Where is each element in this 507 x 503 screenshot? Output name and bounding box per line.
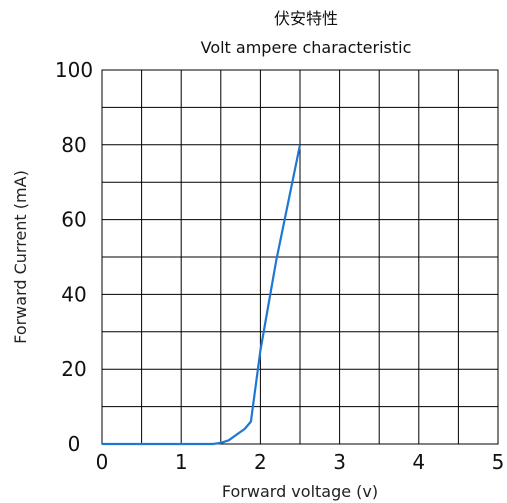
x-tick-label: 0	[96, 450, 109, 474]
x-tick-label: 5	[492, 450, 505, 474]
y-tick-label: 80	[61, 133, 86, 157]
chart-title: 伏安特性	[274, 9, 338, 28]
y-tick-label: 20	[61, 357, 86, 381]
x-axis-label: Forward voltage (v)	[222, 482, 378, 501]
x-tick-label: 3	[333, 450, 346, 474]
x-tick-label: 4	[412, 450, 425, 474]
y-tick-label: 40	[61, 282, 86, 306]
y-axis-ticks: 0 20 40 60 80 100	[55, 58, 93, 456]
plot-frame	[101, 69, 499, 445]
series-group	[102, 144, 302, 446]
x-tick-label: 2	[254, 450, 267, 474]
chart-subtitle: Volt ampere characteristic	[201, 38, 412, 57]
y-tick-label: 0	[68, 432, 81, 456]
series-line	[102, 144, 302, 446]
y-tick-label: 60	[61, 208, 86, 232]
y-axis-label: Forward Current (mA)	[11, 170, 30, 344]
grid	[102, 70, 498, 444]
y-tick-label: 100	[55, 58, 93, 82]
x-tick-label: 1	[175, 450, 188, 474]
x-axis-ticks: 0 1 2 3 4 5	[96, 450, 505, 474]
